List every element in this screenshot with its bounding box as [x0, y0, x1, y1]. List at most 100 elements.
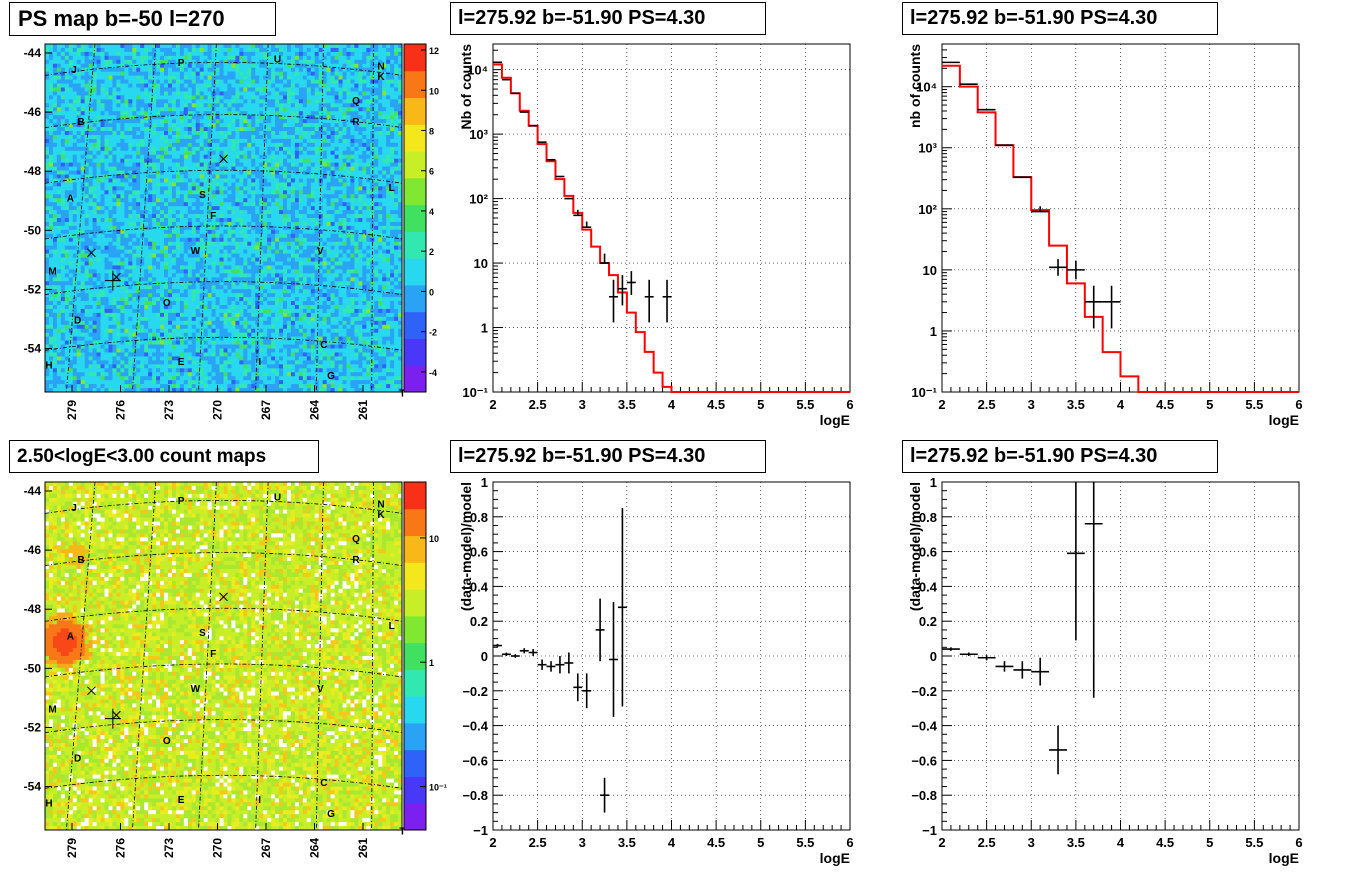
- y-tick-label: 0: [481, 649, 488, 664]
- x-tick-label: 2.5: [978, 835, 996, 850]
- colorbar-tick: 2: [429, 247, 434, 257]
- x-tick-label: 3.5: [1067, 397, 1085, 412]
- y-tick-label: 0.2: [919, 614, 937, 629]
- map-y-tick: -54: [24, 780, 42, 794]
- x-tick-label: 2.5: [529, 397, 547, 412]
- colorbar-tick: 4: [429, 207, 434, 217]
- x-tick-label: 6: [846, 397, 853, 412]
- colorbar-tick: 8: [429, 126, 434, 136]
- ps-map-title: PS map b=-50 l=270: [9, 2, 276, 36]
- source-label-n: N: [377, 499, 384, 510]
- map-pixels: [45, 44, 402, 392]
- count-map-title: 2.50<logE<3.00 count maps: [9, 440, 319, 473]
- source-label-g: G: [327, 809, 335, 820]
- map-y-tick: -50: [24, 661, 42, 675]
- y-tick-label: 10: [923, 263, 937, 278]
- x-tick-label: 4.5: [1156, 397, 1174, 412]
- x-tick-label: 5: [757, 835, 764, 850]
- x-tick-label: 3: [579, 397, 586, 412]
- map-y-tick: -48: [24, 602, 42, 616]
- source-label-h: H: [45, 361, 52, 372]
- source-label-e: E: [178, 795, 185, 806]
- map-x-tick: 276: [114, 400, 128, 420]
- source-label-o: O: [163, 736, 171, 747]
- source-label-v: V: [317, 684, 324, 695]
- x-tick-label: 2.5: [529, 835, 547, 850]
- y-tick-label: −1: [922, 823, 937, 838]
- map-x-tick: 276: [114, 838, 128, 858]
- x-tick-label: 4.5: [1156, 835, 1174, 850]
- colorbar-tick: -4: [429, 368, 437, 378]
- y-tick-label: −0.4: [462, 719, 488, 734]
- colorbar-tick: 6: [429, 167, 434, 177]
- map-x-tick: 264: [308, 400, 322, 420]
- source-label-w: W: [191, 684, 201, 695]
- source-label-c: C: [320, 340, 327, 351]
- x-tick-label: 5.5: [1245, 835, 1263, 850]
- y-axis-label: Nb of counts: [458, 44, 474, 130]
- y-tick-label: 10³: [918, 141, 937, 156]
- source-label-l: L: [389, 183, 395, 194]
- source-label-c: C: [320, 778, 327, 789]
- source-label-n: N: [377, 61, 384, 72]
- y-tick-label: 1: [930, 475, 937, 490]
- source-label-f: F: [210, 649, 216, 660]
- y-tick-label: −0.6: [462, 753, 488, 768]
- source-label-l: L: [389, 621, 395, 632]
- source-label-j: J: [71, 503, 77, 514]
- y-axis-label: (data-model)/model: [907, 482, 923, 611]
- x-axis-label: logE: [1269, 412, 1299, 428]
- x-tick-label: 4: [668, 835, 676, 850]
- x-tick-label: 2.5: [978, 397, 996, 412]
- x-tick-label: 3.5: [618, 397, 636, 412]
- residual-title-left: l=275.92 b=-51.90 PS=4.30: [450, 440, 766, 473]
- y-tick-label: 10²: [469, 192, 488, 207]
- x-tick-label: 4.5: [707, 835, 725, 850]
- source-label-h: H: [45, 799, 52, 810]
- source-label-e: E: [178, 357, 185, 368]
- y-tick-label: −0.8: [462, 788, 488, 803]
- map-y-tick: -48: [24, 164, 42, 178]
- map-x-tick: 267: [259, 838, 273, 858]
- source-label-p: P: [178, 58, 185, 69]
- x-tick-label: 3.5: [1067, 835, 1085, 850]
- source-label-a: A: [67, 632, 74, 643]
- y-tick-label: 1: [481, 321, 488, 336]
- source-label-r: R: [352, 117, 360, 128]
- x-tick-label: 5: [1206, 835, 1213, 850]
- colorbar-tick: 12: [429, 46, 439, 56]
- y-tick-label: −1: [473, 823, 488, 838]
- y-axis-label: (data-model)/model: [458, 482, 474, 611]
- source-label-m: M: [48, 267, 56, 278]
- y-tick-label: −0.8: [911, 788, 937, 803]
- y-tick-label: 1: [481, 475, 488, 490]
- source-label-s: S: [199, 628, 206, 639]
- map-y-tick: -46: [24, 543, 42, 557]
- x-tick-label: 6: [1295, 397, 1302, 412]
- x-tick-label: 6: [846, 835, 853, 850]
- x-axis-label: logE: [820, 850, 850, 866]
- map-x-tick: 279: [65, 838, 79, 858]
- y-tick-label: 10²: [918, 202, 937, 217]
- map-x-tick: 264: [308, 838, 322, 858]
- x-axis-label: logE: [1269, 850, 1299, 866]
- source-label-q: Q: [352, 96, 360, 107]
- x-tick-label: 2: [938, 397, 945, 412]
- source-label-i: I: [258, 795, 261, 806]
- x-tick-label: 3.5: [618, 835, 636, 850]
- colorbar-tick: 10⁻¹: [429, 783, 447, 793]
- colorbar-tick: 10: [429, 534, 439, 544]
- y-axis-label: nb of counts: [907, 44, 923, 128]
- source-label-r: R: [352, 555, 360, 566]
- map-x-tick: 273: [162, 838, 176, 858]
- colorbar-tick: 10: [429, 86, 439, 96]
- y-tick-label: −0.2: [911, 684, 937, 699]
- map-x-tick: 270: [211, 838, 225, 858]
